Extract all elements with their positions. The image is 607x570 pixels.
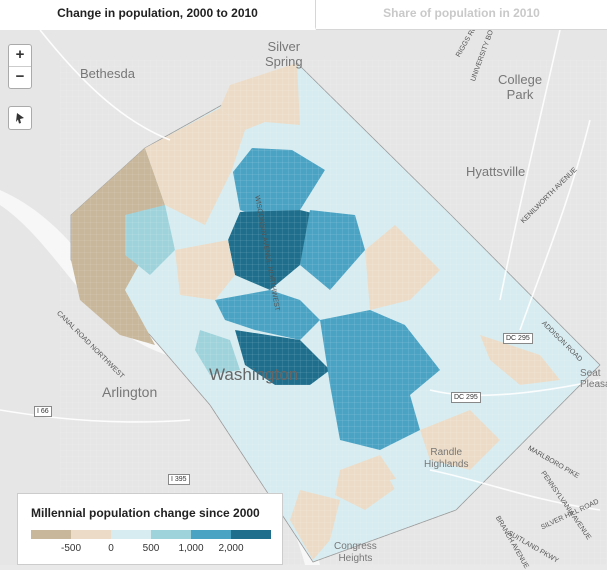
legend-swatch-2 (111, 530, 151, 539)
label-washington: Washington (209, 365, 299, 384)
label-silver-spring: Silver Spring (265, 39, 303, 69)
legend-swatch-1 (71, 530, 111, 539)
highways (0, 30, 601, 511)
legend-tick-label: 2,000 (218, 543, 244, 554)
choropleth-map[interactable] (0, 30, 607, 565)
legend-tick-label: 1,000 (178, 543, 204, 554)
legend-tick-label: -500 (60, 543, 82, 554)
tab-bar: Change in population, 2000 to 2010 Share… (0, 0, 607, 30)
zoom-in-button[interactable]: + (9, 45, 31, 67)
shield-i395: I 395 (168, 474, 190, 485)
tab-population-change[interactable]: Change in population, 2000 to 2010 (0, 0, 316, 30)
label-congress-heights: Congress Heights (334, 541, 377, 564)
street-grid (60, 60, 607, 565)
shield-i66: I 66 (34, 406, 52, 417)
legend-swatch-4 (191, 530, 231, 539)
zoom-out-button[interactable]: − (15, 68, 25, 85)
legend-color-ramp (31, 530, 271, 539)
map-legend: Millennial population change since 2000 … (17, 493, 283, 565)
label-randle-highlands: Randle Highlands (424, 447, 469, 470)
zoom-control: + − (8, 44, 32, 89)
legend-swatch-0 (31, 530, 71, 539)
label-seat-pleasant: Seat Pleasa (580, 368, 607, 390)
locate-button[interactable] (8, 106, 32, 130)
shield-dc295-north: DC 295 (503, 333, 533, 344)
label-college-park: College Park (498, 72, 543, 102)
label-bethesda: Bethesda (80, 66, 135, 81)
legend-ticks: -500 0 500 1,000 2,000 (31, 543, 271, 557)
shield-dc295-south: DC 295 (451, 392, 481, 403)
legend-swatch-3 (151, 530, 191, 539)
legend-tick-label: 500 (142, 543, 160, 554)
legend-swatch-5 (231, 530, 271, 539)
legend-title: Millennial population change since 2000 (31, 506, 260, 520)
label-hyattsville: Hyattsville (466, 164, 526, 179)
legend-tick-label: 0 (108, 543, 114, 554)
locate-arrow-icon (16, 113, 24, 124)
tab-population-share[interactable]: Share of population in 2010 (316, 0, 607, 30)
label-arlington: Arlington (102, 384, 158, 400)
